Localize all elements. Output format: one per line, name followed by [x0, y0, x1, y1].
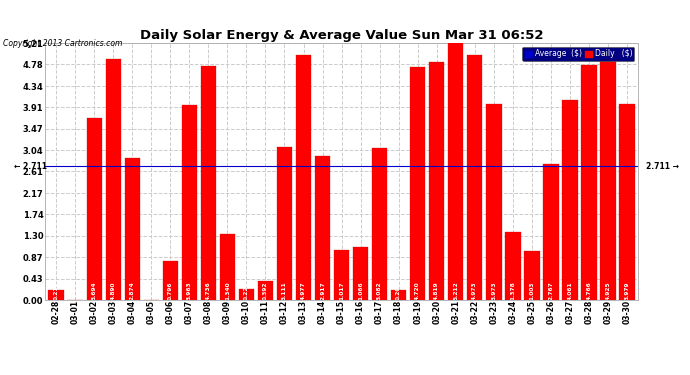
Bar [334, 250, 349, 300]
Bar [429, 62, 444, 300]
Bar [543, 164, 559, 300]
Text: 4.819: 4.819 [434, 281, 439, 300]
Bar [353, 248, 368, 300]
Text: 3.694: 3.694 [92, 281, 97, 300]
Text: 2.767: 2.767 [549, 281, 553, 300]
Bar [372, 148, 387, 300]
Text: 1.378: 1.378 [510, 281, 515, 300]
Title: Daily Solar Energy & Average Value Sun Mar 31 06:52: Daily Solar Energy & Average Value Sun M… [140, 29, 543, 42]
Bar [86, 118, 102, 300]
Text: 0.228: 0.228 [244, 281, 249, 300]
Text: 5.212: 5.212 [453, 281, 458, 300]
Text: 4.720: 4.720 [415, 281, 420, 300]
Bar [410, 67, 426, 300]
Bar [48, 290, 64, 300]
Text: 1.003: 1.003 [529, 281, 534, 300]
Bar [163, 261, 178, 300]
Text: 4.890: 4.890 [111, 281, 116, 300]
Bar [448, 43, 464, 300]
Text: 1.340: 1.340 [225, 281, 230, 300]
Bar [486, 104, 502, 300]
Bar [315, 156, 331, 300]
Bar [239, 289, 254, 300]
Text: 4.736: 4.736 [206, 281, 211, 300]
Text: 0.796: 0.796 [168, 281, 173, 300]
Legend: Average  ($), Daily   ($): Average ($), Daily ($) [522, 47, 634, 60]
Text: 4.925: 4.925 [605, 281, 611, 300]
Text: Copyright 2013 Cartronics.com: Copyright 2013 Cartronics.com [3, 39, 123, 48]
Text: 3.979: 3.979 [624, 281, 629, 300]
Text: 3.963: 3.963 [187, 281, 192, 300]
Bar [391, 290, 406, 300]
Text: 4.766: 4.766 [586, 281, 591, 300]
Text: 3.082: 3.082 [377, 281, 382, 300]
Bar [562, 100, 578, 300]
Bar [524, 251, 540, 300]
Text: 4.061: 4.061 [567, 281, 572, 300]
Text: 4.973: 4.973 [472, 281, 477, 300]
Text: 0.392: 0.392 [263, 281, 268, 300]
Text: 1.017: 1.017 [339, 281, 344, 300]
Bar [219, 234, 235, 300]
Text: 0.201: 0.201 [396, 281, 401, 300]
Bar [257, 280, 273, 300]
Bar [277, 147, 293, 300]
Bar [181, 105, 197, 300]
Text: 0.210: 0.210 [54, 281, 59, 300]
Bar [581, 65, 597, 300]
Bar [201, 66, 216, 300]
Text: 2.874: 2.874 [130, 281, 135, 300]
Bar [619, 104, 635, 300]
Text: 4.977: 4.977 [301, 281, 306, 300]
Text: 3.973: 3.973 [491, 281, 496, 300]
Bar [505, 232, 520, 300]
Bar [106, 59, 121, 300]
Text: ← 2.711: ← 2.711 [14, 162, 47, 171]
Text: 2.711 →: 2.711 → [646, 162, 679, 171]
Bar [600, 57, 615, 300]
Text: 2.917: 2.917 [320, 281, 325, 300]
Bar [467, 55, 482, 300]
Text: 3.111: 3.111 [282, 281, 287, 300]
Bar [296, 55, 311, 300]
Text: 1.066: 1.066 [358, 281, 363, 300]
Bar [124, 158, 140, 300]
